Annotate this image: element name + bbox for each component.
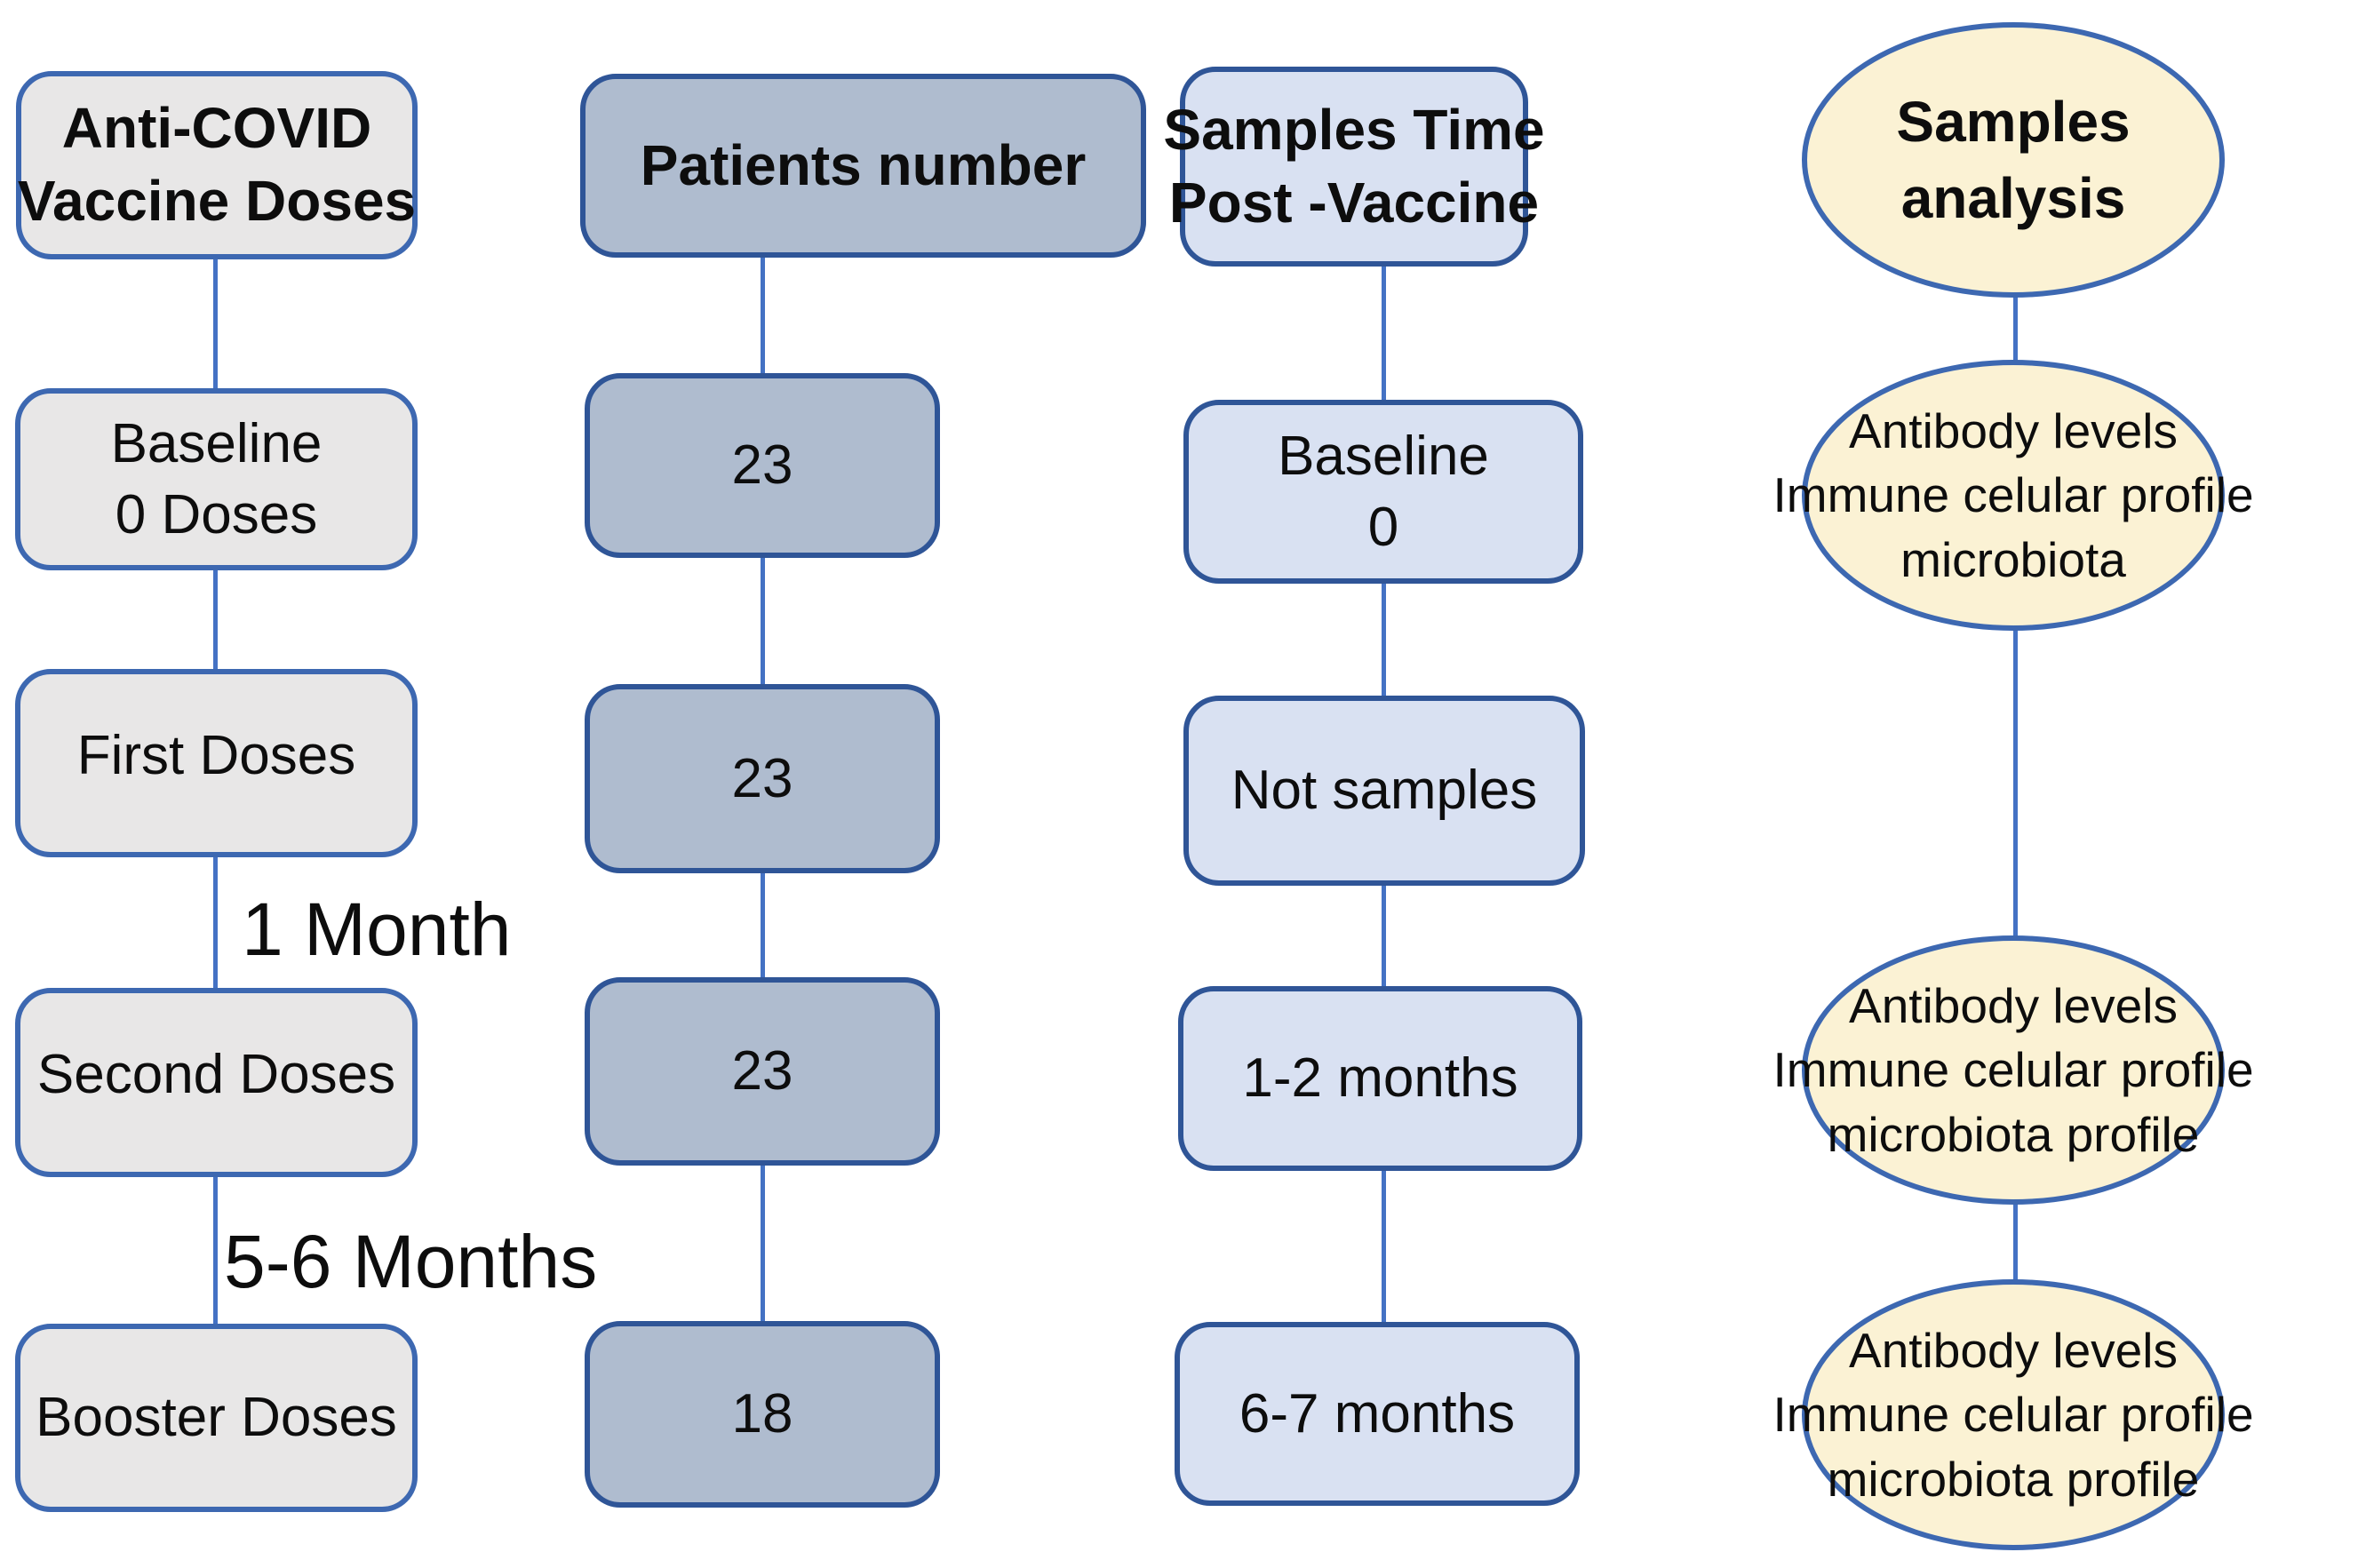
analysis-line: microbiota bbox=[1900, 531, 2126, 587]
analysis-line: microbiota profile bbox=[1827, 1451, 2200, 1507]
label-interval-5-6-months: 5-6 Months bbox=[224, 1220, 598, 1303]
box-patients-baseline: 23 bbox=[585, 373, 940, 558]
box-line: 23 bbox=[731, 747, 793, 809]
connector-time-2 bbox=[1382, 584, 1386, 696]
box-patients-second: 23 bbox=[585, 977, 940, 1166]
box-line: Booster Doses bbox=[36, 1387, 397, 1449]
analysis-line: Immune celular profile bbox=[1772, 1042, 2254, 1098]
box-line: Baseline bbox=[1278, 426, 1489, 488]
connector-patients-2 bbox=[761, 558, 765, 684]
analysis-line: Immune celular profile bbox=[1772, 467, 2254, 523]
ellipse-samples-analysis-header: Samples analysis bbox=[1802, 22, 2225, 298]
box-line: Second Doses bbox=[36, 1044, 396, 1105]
box-line: 0 bbox=[1367, 496, 1399, 558]
connector-time-3 bbox=[1382, 886, 1386, 986]
box-time-baseline-0: Baseline 0 bbox=[1183, 400, 1583, 584]
analysis-line: Antibody levels bbox=[1849, 402, 2178, 458]
box-patients-number-header: Patients number bbox=[580, 74, 1146, 258]
box-time-not-samples: Not samples bbox=[1183, 696, 1585, 886]
analysis-line: Antibody levels bbox=[1849, 977, 2178, 1033]
analysis-line: microbiota profile bbox=[1827, 1106, 2200, 1162]
header-line: Anti-COVID bbox=[61, 96, 372, 161]
connector-doses-first-second bbox=[213, 857, 218, 988]
box-patients-first: 23 bbox=[585, 684, 940, 873]
connector-analysis-1 bbox=[2013, 296, 2018, 362]
box-line: 1-2 months bbox=[1242, 1047, 1518, 1110]
box-baseline-0-doses: Baseline 0 Doses bbox=[15, 388, 418, 570]
box-anti-covid-vaccine-doses-header: Anti-COVID Vaccine Doses bbox=[16, 71, 418, 259]
connector-doses-baseline-first bbox=[213, 570, 218, 669]
connector-doses-header-baseline bbox=[213, 258, 218, 388]
connector-patients-3 bbox=[761, 873, 765, 977]
box-line: 23 bbox=[731, 1040, 793, 1102]
box-time-1-2-months: 1-2 months bbox=[1178, 986, 1582, 1171]
connector-time-4 bbox=[1382, 1171, 1386, 1322]
connector-patients-4 bbox=[761, 1166, 765, 1321]
box-first-doses: First Doses bbox=[15, 669, 418, 857]
connector-analysis-2 bbox=[2013, 629, 2018, 937]
box-line: 23 bbox=[731, 434, 793, 497]
box-line: Baseline bbox=[110, 413, 323, 475]
header-line: Samples bbox=[1896, 89, 2131, 154]
connector-time-1 bbox=[1382, 265, 1386, 400]
header-line: Patients number bbox=[640, 132, 1087, 197]
box-patients-booster: 18 bbox=[585, 1321, 940, 1508]
ellipse-analysis-1-2-months: Antibody levels Immune celular profile m… bbox=[1772, 935, 2254, 1205]
header-line: Post -Vaccine bbox=[1168, 170, 1540, 235]
box-second-doses: Second Doses bbox=[15, 988, 418, 1177]
label-interval-1-month: 1 Month bbox=[242, 887, 512, 971]
analysis-line: Antibody levels bbox=[1849, 1322, 2178, 1378]
box-line: First Doses bbox=[76, 725, 356, 786]
box-line: Not samples bbox=[1231, 760, 1538, 822]
header-line: analysis bbox=[1900, 166, 2126, 230]
connector-analysis-3 bbox=[2013, 1203, 2018, 1281]
box-booster-doses: Booster Doses bbox=[15, 1324, 418, 1512]
box-line: 0 Doses bbox=[115, 483, 318, 545]
header-line: Samples Time bbox=[1163, 97, 1545, 162]
box-line: 6-7 months bbox=[1239, 1382, 1516, 1445]
connector-doses-second-booster bbox=[213, 1177, 218, 1324]
connector-patients-1 bbox=[761, 256, 765, 373]
ellipse-analysis-6-7-months: Antibody levels Immune celular profile m… bbox=[1772, 1279, 2254, 1550]
box-time-6-7-months: 6-7 months bbox=[1175, 1322, 1580, 1506]
analysis-line: Immune celular profile bbox=[1772, 1387, 2254, 1443]
ellipse-analysis-baseline: Antibody levels Immune celular profile m… bbox=[1772, 360, 2254, 631]
header-line: Vaccine Doses bbox=[17, 169, 417, 233]
box-line: 18 bbox=[731, 1383, 793, 1445]
box-samples-time-header: Samples Time Post -Vaccine bbox=[1163, 67, 1545, 267]
